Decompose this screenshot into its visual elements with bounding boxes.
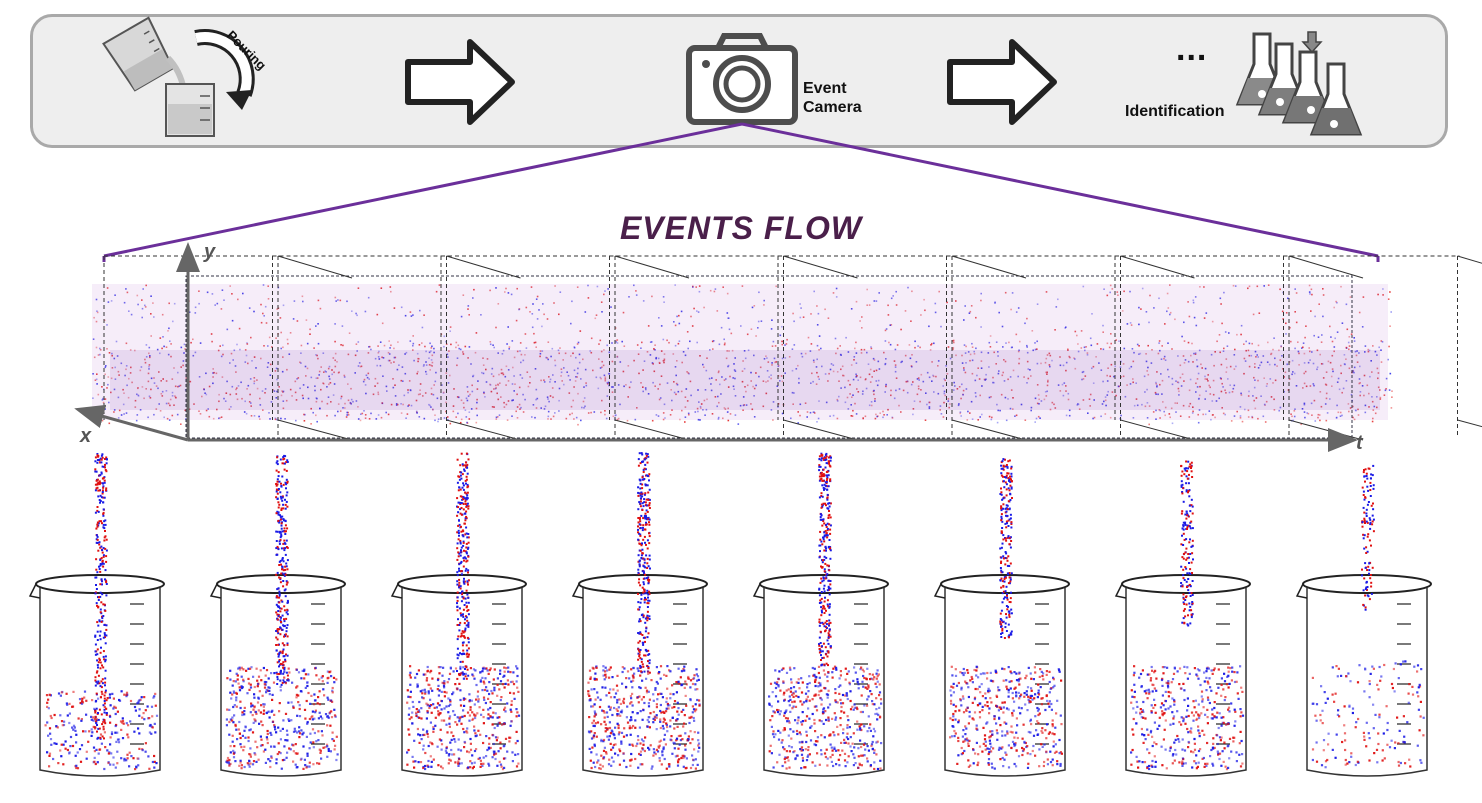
pouring-beakers-icon <box>102 16 215 137</box>
event-camera-label: Event Camera <box>803 79 862 117</box>
process-arrow-icon <box>947 39 1057 125</box>
event-point-cloud <box>92 284 1393 426</box>
identification-label: Identification <box>1125 103 1225 120</box>
axis-y-label: y <box>204 241 216 263</box>
axis-t-label: t <box>1356 432 1363 454</box>
beaker-event-frames <box>28 452 1432 777</box>
ellipsis-text: ... <box>1176 30 1208 68</box>
events-axes <box>74 242 1358 452</box>
events-flow-title: EVENTS FLOW <box>619 210 863 246</box>
event-frame-slices <box>103 255 1482 441</box>
event-camera-label-line2: Camera <box>803 99 862 116</box>
event-camera-label-line1: Event <box>803 80 847 97</box>
camera-icon <box>686 33 798 125</box>
process-arrow-icon <box>405 39 515 125</box>
axis-x-label: x <box>80 425 92 447</box>
flasks-icon <box>1235 31 1363 136</box>
pour-curve-arrow-icon <box>194 29 255 110</box>
